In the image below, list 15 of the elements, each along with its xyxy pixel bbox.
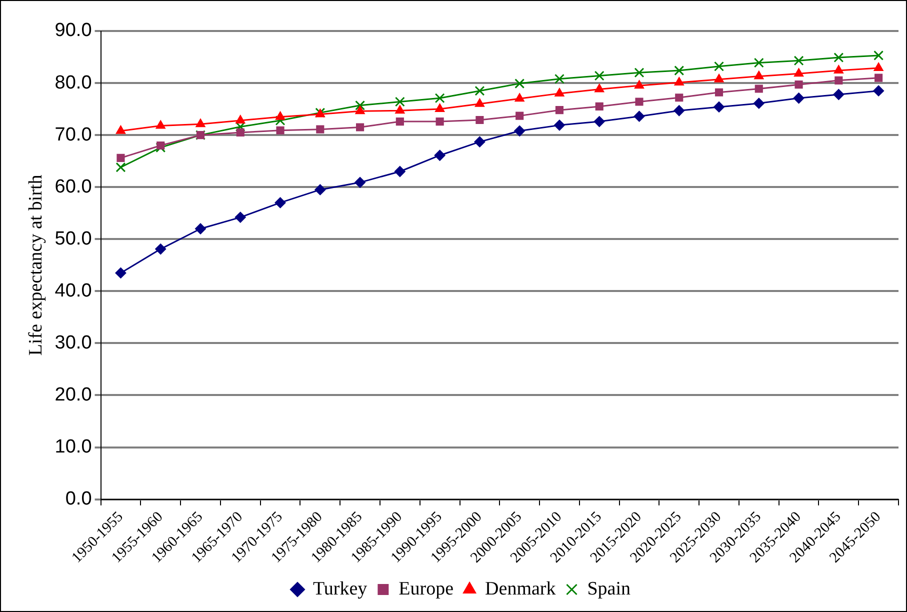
- y-tick-label: 70.0: [54, 124, 92, 146]
- legend-label: Europe: [398, 578, 454, 600]
- y-tick-label: 30.0: [54, 332, 92, 354]
- y-tick-label: 10.0: [54, 436, 92, 458]
- y-axis-title: Life expectancy at birth: [25, 174, 46, 356]
- y-tick-label: 60.0: [54, 176, 92, 198]
- y-tick-label: 80.0: [54, 72, 92, 94]
- legend-label: Spain: [587, 578, 632, 600]
- y-tick-label: 90.0: [54, 20, 92, 42]
- y-tick-label: 20.0: [54, 384, 92, 406]
- legend-label: Denmark: [485, 578, 556, 600]
- y-tick-label: 40.0: [54, 280, 92, 302]
- y-tick-label: 0.0: [65, 488, 92, 510]
- legend-label: Turkey: [312, 578, 368, 600]
- y-tick-label: 50.0: [54, 228, 92, 250]
